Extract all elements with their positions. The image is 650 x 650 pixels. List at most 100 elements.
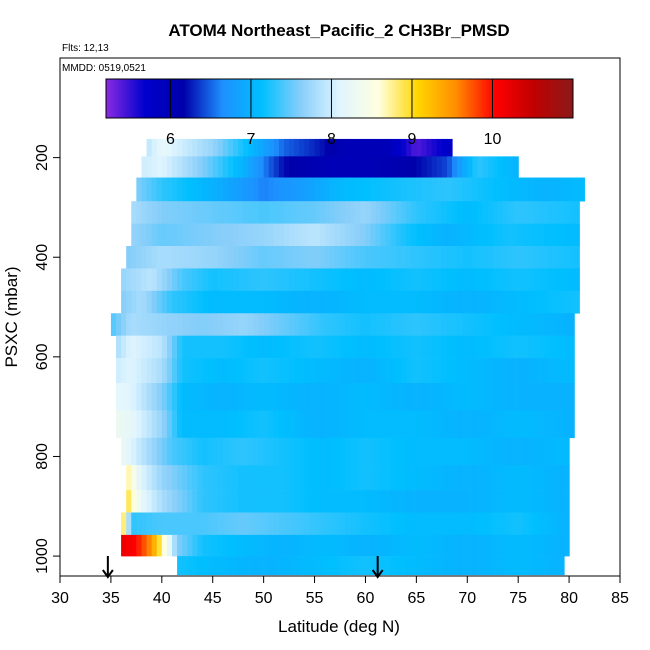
heatmap-cell (207, 201, 214, 224)
heatmap-cell (436, 383, 443, 411)
heatmap-cell (309, 290, 316, 314)
heatmap-cell (156, 490, 163, 513)
heatmap-cell (523, 358, 529, 384)
heatmap-cell (390, 223, 397, 247)
heatmap-cell (340, 490, 346, 513)
heatmap-cell (182, 335, 188, 359)
heatmap-cell (477, 246, 484, 269)
heatmap-cell (533, 290, 540, 314)
heatmap-cell (233, 534, 239, 557)
heatmap-cell (253, 534, 260, 557)
heatmap-cell (431, 223, 438, 247)
heatmap-cell (462, 223, 468, 247)
heatmap-cell (416, 465, 423, 491)
heatmap-cell (222, 490, 229, 513)
heatmap-cell (258, 490, 265, 513)
heatmap-cell (446, 358, 453, 384)
heatmap-cell (156, 410, 163, 439)
heatmap-cell (487, 156, 494, 178)
heatmap-cell (538, 223, 545, 247)
heatmap-cell (238, 138, 244, 157)
heatmap-cell (350, 410, 356, 439)
heatmap-cell (548, 358, 555, 384)
heatmap-cell (197, 138, 204, 157)
heatmap-cell (319, 268, 326, 292)
heatmap-cell (304, 358, 311, 384)
heatmap-cell (472, 358, 479, 384)
heatmap-cell (126, 512, 132, 536)
heatmap-cell (502, 556, 509, 576)
heatmap-cell (258, 358, 265, 384)
heatmap-cell (192, 177, 199, 202)
heatmap-cell (421, 313, 428, 336)
heatmap-cell (533, 490, 540, 513)
heatmap-cell (492, 358, 499, 384)
heatmap-cell (518, 290, 524, 314)
heatmap-cell (375, 246, 382, 269)
heatmap-cell (421, 335, 428, 359)
heatmap-cell (396, 410, 402, 439)
heatmap-cell (222, 223, 229, 247)
heatmap-cell (513, 290, 519, 314)
heatmap-cell (304, 177, 311, 202)
heatmap-cell (543, 358, 550, 384)
heatmap-cell (385, 534, 392, 557)
heatmap-cell (304, 437, 311, 466)
heatmap-cell (436, 437, 443, 466)
heatmap-cell (126, 246, 132, 269)
heatmap-cell (370, 358, 377, 384)
heatmap-cell (141, 534, 148, 557)
heatmap-cell (197, 335, 204, 359)
heatmap-cell (441, 512, 448, 536)
heatmap-cell (217, 465, 224, 491)
heatmap-cell (574, 177, 580, 202)
heatmap-cell (553, 201, 560, 224)
heatmap-cell (497, 534, 504, 557)
heatmap-cell (569, 268, 575, 292)
heatmap-cell (212, 138, 219, 157)
heatmap-cell (487, 465, 494, 491)
heatmap-cell (324, 465, 331, 491)
heatmap-cell (289, 410, 295, 439)
heatmap-cell (350, 437, 356, 466)
heatmap-cell (528, 383, 535, 411)
heatmap-cell (385, 410, 392, 439)
heatmap-cell (126, 490, 132, 513)
heatmap-cell (528, 490, 535, 513)
heatmap-cell (385, 156, 392, 178)
y-axis-label: PSXC (mbar) (2, 266, 21, 367)
heatmap-cell (569, 410, 575, 439)
heatmap-cell (278, 512, 285, 536)
heatmap-cell (253, 383, 260, 411)
heatmap-cell (161, 268, 168, 292)
heatmap-cell (467, 201, 473, 224)
heatmap-cell (416, 556, 423, 576)
heatmap-cell (258, 410, 265, 439)
heatmap-cell (289, 490, 295, 513)
heatmap-cell (426, 246, 433, 269)
heatmap-cell (177, 465, 183, 491)
heatmap-cell (217, 223, 224, 247)
heatmap-cell (278, 556, 285, 576)
heatmap-cell (502, 223, 509, 247)
heatmap-cell (508, 410, 514, 439)
heatmap-cell (523, 290, 529, 314)
heatmap-cell (304, 512, 311, 536)
heatmap-cell (228, 437, 234, 466)
heatmap-cell (502, 177, 509, 202)
heatmap-cell (228, 410, 234, 439)
heatmap-cell (441, 177, 448, 202)
heatmap-cell (278, 358, 285, 384)
heatmap-cell (457, 534, 463, 557)
heatmap-cell (243, 490, 249, 513)
heatmap-cell (401, 534, 407, 557)
heatmap-cell (406, 290, 412, 314)
heatmap-cell (340, 290, 346, 314)
heatmap-cell (126, 268, 132, 292)
heatmap-cell (345, 335, 351, 359)
heatmap-cell (416, 223, 423, 247)
heatmap-cell (334, 290, 341, 314)
heatmap-cell (441, 290, 448, 314)
heatmap-cell (431, 268, 438, 292)
heatmap-cell (278, 223, 285, 247)
